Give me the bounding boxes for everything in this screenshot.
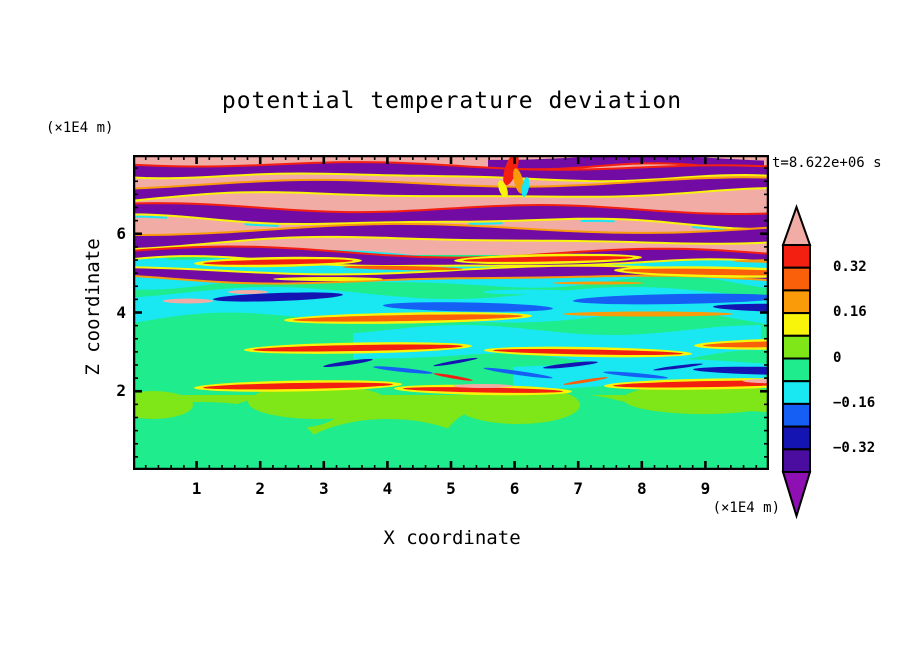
plot-title: potential temperature deviation [221,88,683,114]
x-tick-label: 3 [318,479,329,498]
colorbar-tick-label: −0.32 [833,440,876,457]
z-tick-label: 4 [116,302,126,322]
x-tick-label: 2 [255,479,265,498]
x-tick-label: 4 [382,479,393,498]
x-tick-label: 9 [700,479,711,498]
colorbar-tick-label: 0.32 [833,258,867,275]
colorbar-tick-label: 0 [833,349,842,366]
x-tick-label: 8 [636,479,647,498]
contour-field [133,155,769,470]
x-axis-unit-label: (×1E4 m) [712,500,780,516]
x-tick-label: 7 [573,479,583,498]
z-tick-label: 2 [116,381,126,401]
timestamp-label: t=8.622e+06 s [772,155,882,171]
x-tick-label: 1 [191,479,202,498]
colorbar-tick-label: −0.16 [833,394,876,411]
x-axis-label: X coordinate [383,527,521,549]
x-tick-label: 5 [446,479,456,498]
plot-border [133,155,769,470]
colorbar-tick-label: 0.16 [833,304,867,321]
colorbar-segments [781,204,812,520]
contour-plot [133,155,769,470]
z-axis-unit-label: (×1E4 m) [46,120,114,136]
colorbar [781,204,812,520]
x-tick-label: 6 [509,479,520,498]
z-tick-label: 6 [116,223,126,243]
